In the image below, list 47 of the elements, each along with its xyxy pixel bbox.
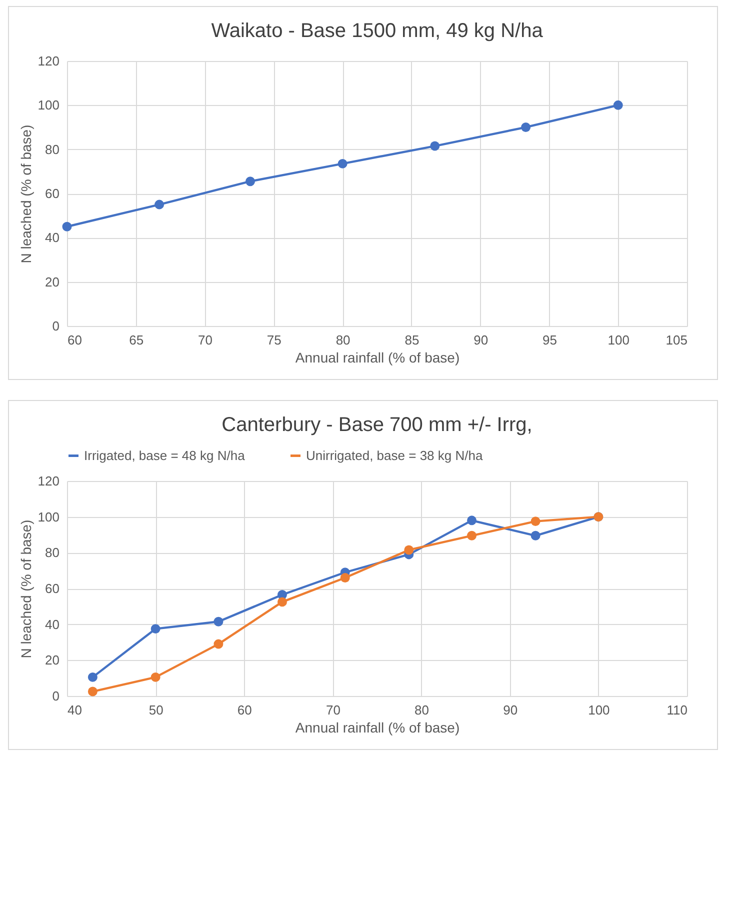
x-axis-title: Annual rainfall (% of base) [295, 350, 460, 366]
y-tick-label: 60 [45, 186, 60, 201]
y-tick-label: 120 [38, 474, 60, 488]
y-axis-title: N leached (% of base) [18, 124, 34, 264]
x-tick-label: 100 [608, 332, 630, 348]
y-tick-label: 120 [38, 54, 60, 68]
x-tick-label: 105 [666, 332, 688, 348]
x-tick-label: 75 [266, 332, 282, 348]
x-tick-label: 90 [503, 702, 518, 718]
legend-label: Irrigated, base = 48 kg N/ha [84, 448, 246, 463]
x-tick-label: 70 [198, 332, 213, 348]
x-tick-label: 70 [326, 702, 340, 718]
y-tick-label: 0 [52, 318, 60, 334]
chart-title: Waikato - Base 1500 mm, 49 kg N/ha [211, 20, 544, 42]
x-tick-label: 110 [666, 702, 688, 718]
point [613, 100, 623, 110]
point [62, 222, 72, 232]
y-tick-label: 0 [52, 688, 60, 704]
x-tick-label: 40 [68, 702, 82, 718]
y-tick-label: 60 [45, 581, 60, 596]
y-tick-label: 80 [45, 142, 60, 157]
x-tick-label: 85 [404, 332, 420, 348]
x-axis-title: Annual rainfall (% of base) [295, 720, 460, 736]
point [154, 200, 164, 210]
chart-title: Canterbury - Base 700 mm +/- Irrg, [222, 414, 532, 436]
point [338, 158, 348, 168]
point [246, 176, 255, 186]
x-tick-label: 80 [336, 332, 350, 348]
y-tick-label: 100 [38, 98, 60, 113]
y-tick-label: 40 [45, 616, 60, 632]
y-tick-label: 20 [45, 652, 60, 668]
x-tick-label: 65 [129, 332, 144, 348]
x-tick-label: 60 [237, 702, 252, 718]
y-tick-label: 20 [45, 274, 60, 290]
y-tick-label: 100 [38, 509, 60, 524]
y-tick-label: 40 [45, 230, 60, 246]
y-tick-label: 80 [45, 545, 60, 560]
x-tick-label: 100 [588, 702, 610, 718]
x-tick-label: 95 [542, 332, 557, 348]
x-tick-label: 50 [148, 702, 164, 718]
x-tick-label: 80 [414, 702, 430, 718]
legend-label: Unirrigated, base = 38 kg N/ha [306, 448, 484, 463]
x-tick-label: 90 [474, 332, 488, 348]
point [430, 141, 440, 151]
point [521, 122, 531, 132]
x-tick-label: 60 [68, 332, 82, 348]
y-axis-title: N leached (% of base) [18, 520, 34, 658]
